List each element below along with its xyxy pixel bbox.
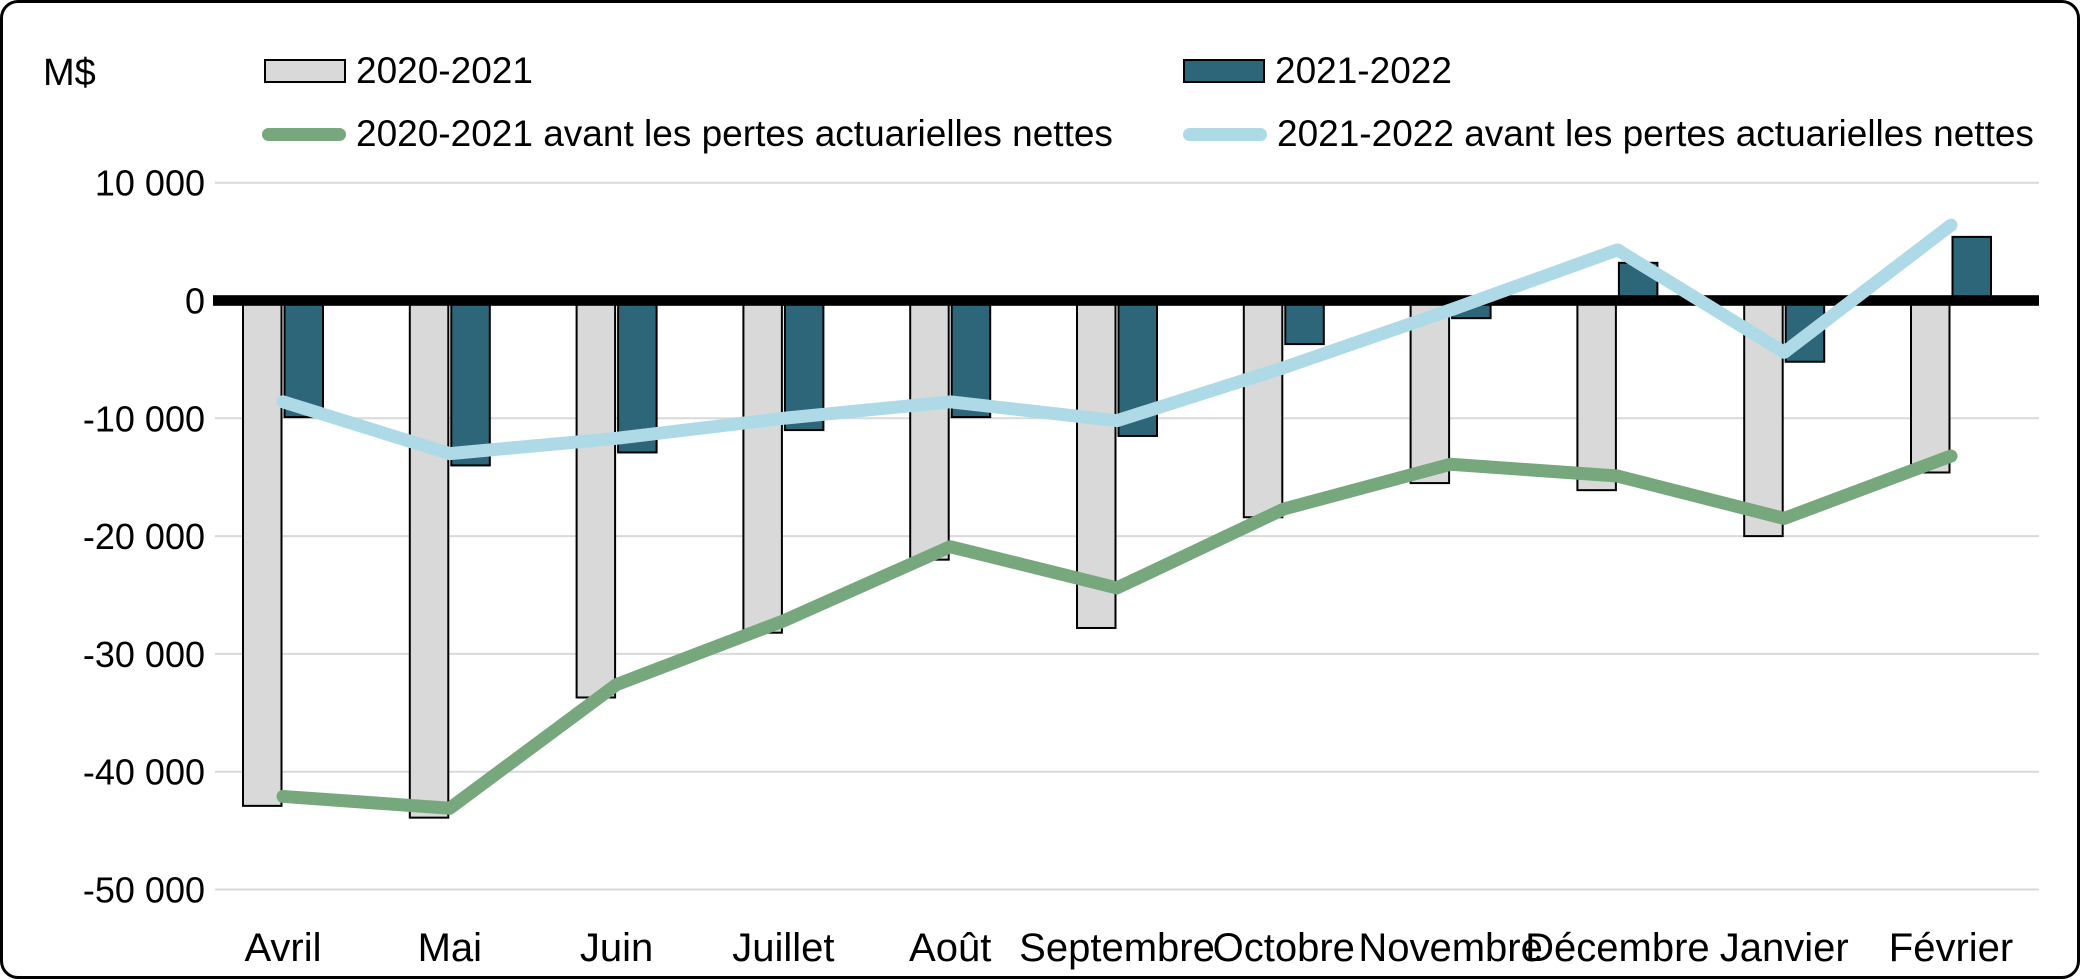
bar-2021-2022 [1284,299,1325,346]
legend-swatch-line-2020-2021-avant-pertes [262,127,346,141]
legend-item-2020-2021: 2020-2021 [264,51,533,91]
bar-2020-2021 [1409,299,1451,485]
zero-line [213,295,2039,306]
legend-item-2020-2021-avant-pertes: 2020-2021 avant les pertes actuarielles … [262,114,1113,154]
bar-2021-2022 [1951,235,1992,302]
bar-2020-2021 [1576,299,1617,492]
x-axis-label: Avril [244,926,321,970]
x-axis-label: Juillet [732,926,834,970]
x-axis-label: Décembre [1525,926,1710,970]
y-tick-label: 0 [185,281,205,322]
legend-label: 2020-2021 avant les pertes actuarielles … [356,113,1113,154]
legend-label: 2021-2022 [1275,50,1452,91]
y-tick-label: 10 000 [95,163,205,204]
bar-2020-2021 [1910,299,1951,474]
y-tick-label: -30 000 [83,634,205,675]
bar-2020-2021 [1242,299,1284,519]
y-tick-label: -10 000 [83,398,205,439]
legend-swatch-line-2021-2022-avant-pertes [1183,127,1267,141]
x-axis-label: Mai [418,926,482,970]
legend-item-2021-2022-avant-pertes: 2021-2022 avant les pertes actuarielles … [1183,114,2034,154]
plot-area: 10 000 0 -10 000 -20 000 -30 000 -40 000 -50 0… [83,163,2039,970]
x-axis-label: Août [909,926,991,970]
legend-label: 2020-2021 [356,50,533,91]
bar-2020-2021 [909,299,950,561]
x-axis-label: Janvier [1720,926,1849,970]
y-tick-label: -50 000 [83,870,205,911]
x-axis-label: Juin [580,926,653,970]
bar-2020-2021 [408,299,450,819]
x-axis-label: Octobre [1213,926,1355,970]
x-axis-label: Novembre [1358,926,1543,970]
line-2021-2022-avant-les-pertes-actuarielles-nettes [276,218,1958,461]
line-2020-2021-avant-les-pertes-actuarielles-nettes [276,449,1958,815]
bar-2021-2022 [450,299,491,467]
bar-2021-2022 [617,299,658,454]
y-axis-unit-label: M$ [43,52,96,94]
x-axis-label: Septembre [1019,926,1215,970]
legend-label: 2021-2022 avant les pertes actuarielles … [1277,113,2034,154]
legend-swatch-bar-2021-2022 [1183,59,1265,83]
bar-2020-2021 [575,299,617,699]
legend-swatch-bar-2020-2021 [264,59,346,83]
legend-item-2021-2022: 2021-2022 [1183,51,1452,91]
bar-2020-2021 [242,299,283,807]
y-tick-label: -40 000 [83,752,205,793]
bar-2020-2021 [742,299,783,634]
x-axis-label: Février [1889,926,2013,970]
y-tick-label: -20 000 [83,516,205,557]
